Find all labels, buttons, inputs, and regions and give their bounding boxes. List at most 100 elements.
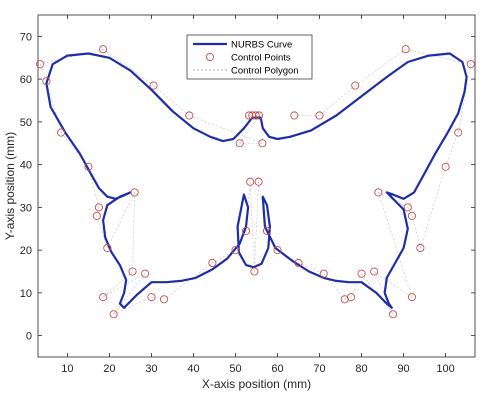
x-tick-label: 70	[313, 363, 325, 375]
control-point	[403, 203, 412, 212]
control-point	[416, 243, 425, 253]
control-polygon-segment	[350, 273, 362, 298]
control-polygon-segment	[405, 48, 471, 65]
x-tick-label: 90	[397, 363, 409, 375]
control-point	[109, 310, 118, 319]
control-polygon-segment	[132, 192, 135, 272]
control-point	[389, 310, 398, 319]
control-polygon-segment	[411, 215, 421, 249]
control-point	[454, 128, 463, 137]
control-point	[208, 258, 217, 268]
x-tick-label: 100	[436, 363, 454, 375]
control-point	[231, 246, 240, 255]
nurbs-curve-line	[45, 52, 468, 309]
control-point	[346, 293, 356, 302]
control-polygon-segment	[189, 115, 263, 144]
control-point	[160, 295, 169, 304]
x-tick-label: 20	[103, 363, 115, 375]
y-tick-label: 20	[20, 245, 32, 257]
control-point	[374, 188, 383, 197]
y-tick-label: 70	[20, 31, 32, 43]
control-point	[185, 111, 194, 120]
control-point	[36, 60, 45, 69]
control-polygon-segment	[344, 296, 352, 300]
legend-label-control-polygon: Control Polygon	[231, 66, 299, 77]
control-polygon-segment	[457, 64, 472, 133]
control-point	[84, 162, 93, 171]
control-point	[241, 226, 251, 235]
control-point	[99, 45, 108, 54]
x-tick-label: 60	[271, 363, 283, 375]
control-point	[149, 81, 158, 90]
control-point	[246, 177, 255, 186]
legend-box	[186, 34, 313, 80]
control-point	[251, 111, 260, 120]
control-point	[254, 111, 264, 120]
control-point	[141, 269, 150, 278]
control-point	[128, 267, 137, 276]
control-point	[441, 162, 450, 171]
control-point	[351, 81, 360, 90]
control-point	[319, 269, 328, 278]
y-tick-label: 0	[26, 331, 32, 343]
control-polygon-segment	[249, 181, 255, 272]
control-polygon-segment	[88, 166, 100, 208]
control-polygon-segment	[298, 262, 324, 274]
control-point	[103, 243, 112, 253]
control-polygon-segment	[102, 273, 146, 298]
control-point	[466, 60, 475, 69]
control-point	[57, 128, 66, 137]
control-point	[258, 139, 267, 148]
control-point	[92, 211, 101, 220]
curve-layer	[45, 52, 468, 309]
control-polygon-segment	[407, 207, 413, 217]
control-polygon-segment	[96, 215, 108, 249]
legend: NURBS Curve Control Points Control Polyg…	[186, 34, 313, 80]
x-tick-label: 40	[187, 363, 199, 375]
legend-label-nurbs-curve: NURBS Curve	[231, 40, 292, 51]
x-tick-label: 30	[145, 363, 157, 375]
y-tick-label: 50	[20, 117, 32, 129]
y-tick-label: 60	[20, 74, 32, 86]
legend-label-control-points: Control Points	[231, 53, 291, 64]
control-polygon-segment	[113, 296, 152, 315]
control-point	[357, 269, 366, 278]
control-point	[147, 293, 156, 302]
control-point	[273, 246, 282, 255]
x-tick-label: 10	[61, 363, 73, 375]
control-point	[407, 293, 417, 302]
control-point	[315, 111, 324, 120]
control-point	[407, 211, 417, 220]
control-point	[290, 111, 299, 120]
control-point	[244, 111, 253, 120]
control-point	[370, 267, 379, 276]
control-point	[130, 188, 139, 197]
control-polygon-segment	[96, 207, 100, 216]
control-point	[262, 226, 272, 235]
y-tick-label: 30	[20, 202, 32, 214]
x-tick-label: 80	[355, 363, 367, 375]
x-tick-label: 50	[229, 363, 241, 375]
x-axis: 10 20 30 40 50 60 70 80 90 100	[61, 15, 455, 375]
y-tick-label: 10	[20, 288, 32, 300]
y-axis: 0 10 20 30 40 50 60 70	[20, 31, 475, 343]
control-polygon-segment	[113, 273, 146, 315]
control-point	[94, 203, 103, 212]
control-polygon-segment	[239, 115, 260, 144]
x-axis-label: X-axis position (mm)	[202, 377, 311, 391]
legend-swatch-control-points	[205, 52, 215, 62]
control-point	[254, 177, 263, 186]
control-points	[36, 45, 475, 319]
control-point	[99, 293, 108, 302]
control-point	[235, 139, 244, 148]
control-point	[248, 111, 257, 120]
control-point	[42, 77, 51, 86]
control-polygon-segment	[40, 48, 104, 65]
control-point	[294, 258, 303, 268]
control-point	[250, 267, 259, 276]
control-polygon-segment	[212, 249, 236, 264]
y-tick-label: 40	[20, 160, 32, 172]
control-polygon-segment	[254, 181, 259, 272]
control-polygon-segment	[46, 81, 62, 133]
